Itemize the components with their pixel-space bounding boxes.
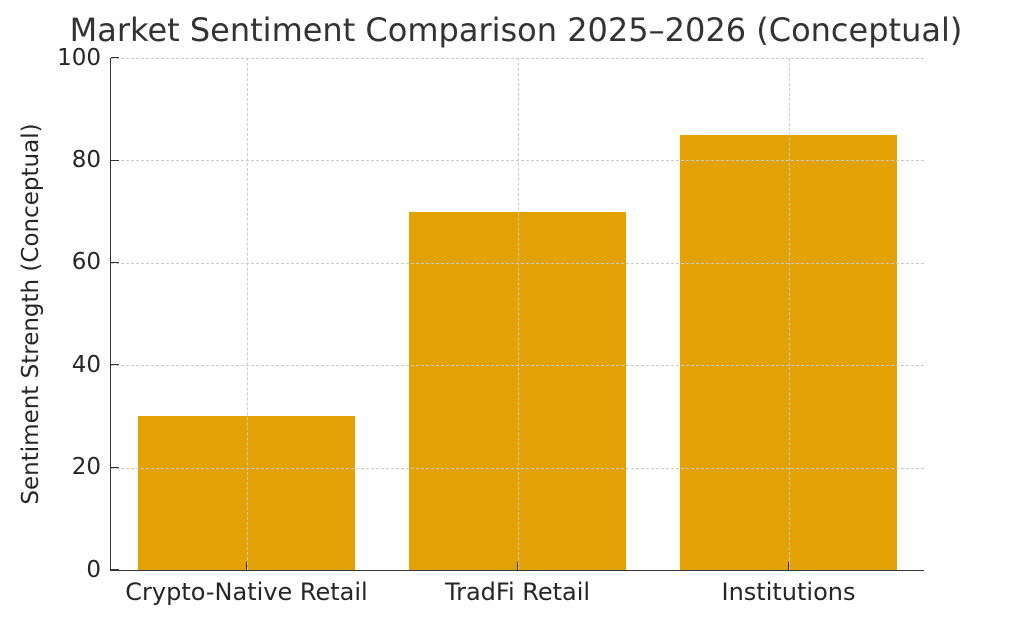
bar-tradfi-retail [409, 211, 626, 570]
y-tick-mark [111, 569, 119, 571]
y-tick-mark [111, 57, 119, 59]
gridline-vertical [517, 58, 519, 570]
y-tick-label: 20 [71, 454, 101, 481]
y-tick-label: 60 [71, 249, 101, 276]
x-tick-label: Crypto-Native Retail [125, 578, 368, 606]
x-tick-mark [245, 562, 247, 570]
y-tick-mark [111, 466, 119, 468]
y-tick-mark [111, 364, 119, 366]
gridline-vertical [246, 58, 248, 570]
y-tick-label: 0 [86, 556, 101, 583]
x-tick-label: TradFi Retail [444, 578, 591, 606]
bar-institutions [680, 134, 897, 570]
plot-area: 0 20 40 60 80 100 Crypto-Native Retail TradFi R… [57, 45, 924, 606]
chart-title: Market Sentiment Comparison 2025–2026 (C… [69, 11, 963, 49]
bar-crypto-native-retail [138, 416, 355, 570]
y-axis-label: Sentiment Strength (Conceptual) [18, 123, 44, 505]
y-tick-label: 100 [57, 44, 101, 71]
x-tick-label: Institutions [721, 578, 856, 606]
gridline-vertical [788, 58, 790, 570]
x-tick-mark [787, 562, 789, 570]
y-tick-label: 80 [71, 146, 101, 173]
y-tick-label: 40 [71, 351, 101, 378]
y-tick-mark [111, 261, 119, 263]
y-tick-mark [111, 159, 119, 161]
x-tick-mark [516, 562, 518, 570]
